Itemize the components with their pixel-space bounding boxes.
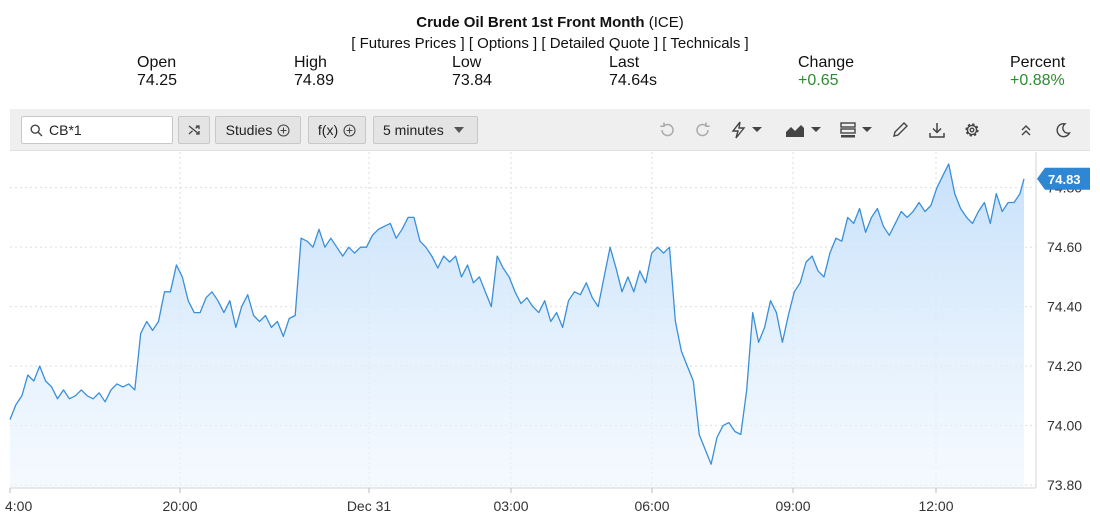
x-tick-label: 20:00 [162,498,197,514]
redo-button[interactable] [692,120,714,140]
area-chart-icon [786,125,821,137]
link-options[interactable]: [ Options ] [468,35,538,52]
stat-value: 74.25 [137,72,178,89]
chevron-down-icon [453,127,464,133]
plus-circle-icon [343,123,356,137]
undo-button[interactable] [656,120,678,140]
interval-select[interactable]: 5 minutes [373,116,478,144]
y-tick-label: 74.60 [1047,239,1082,255]
shuffle-icon [188,125,200,135]
plus-circle-icon [277,123,290,137]
last-price-marker [1037,167,1090,190]
x-tick-label: 03:00 [493,498,528,514]
collapse-icon [1021,125,1031,136]
stat-value: +0.65 [798,72,839,89]
stat-label: Open [137,54,177,71]
x-tick-label: 06:00 [634,498,669,514]
stat-label: Last [609,54,640,71]
chart-canvas[interactable]: 4:00 20:00 Dec 31 03:00 06:00 09:00 12:00 74.8… [0,152,1100,516]
link-technicals[interactable]: [ Technicals ] [662,35,749,52]
stat-label: Low [452,54,482,71]
symbol-input[interactable] [49,120,167,140]
stat-value: 74.64s [609,72,658,89]
function-label: f(x) [317,122,339,138]
link-futures-prices[interactable]: [ Futures Prices ] [351,35,465,52]
stat-value: +0.88% [1010,72,1065,89]
y-tick-label: 74.00 [1047,418,1082,434]
x-tick-label: 09:00 [775,498,810,514]
x-tick-label: 4:00 [5,498,32,514]
stat-value: 74.89 [294,72,335,89]
undo-icon [660,122,674,137]
search-icon [30,124,43,137]
y-tick-label: 73.80 [1047,477,1082,493]
stat-change: Change +0.65 [798,54,854,90]
stat-last: Last 74.64s [609,54,657,90]
last-price-label: 74.83 [1048,172,1081,187]
stat-percent: Percent +0.88% [1010,54,1065,90]
stat-value: 73.84 [452,72,493,89]
function-button[interactable]: f(x) [308,116,366,144]
compare-button[interactable] [178,116,210,144]
instrument-name: Crude Oil Brent 1st Front Month [416,14,645,31]
price-chart[interactable]: 4:00 20:00 Dec 31 03:00 06:00 09:00 12:00 74.8… [0,152,1100,516]
events-button[interactable] [729,120,765,140]
page-title: Crude Oil Brent 1st Front Month (ICE) [0,14,1100,31]
y-tick-label: 74.20 [1047,358,1082,374]
last-price-tag: 74.83 [1037,167,1090,190]
studies-button[interactable]: Studies [215,116,301,144]
settings-button[interactable] [961,120,983,140]
chart-type-button[interactable] [784,120,824,140]
moon-icon [1056,122,1071,138]
flash-icon [731,121,762,139]
price-area [10,163,1024,488]
pencil-icon [893,122,908,137]
interval-label: 5 minutes [383,122,444,138]
stat-low: Low 73.84 [452,54,492,90]
y-tick-label: 74.40 [1047,299,1082,315]
quote-header: Crude Oil Brent 1st Front Month (ICE) [ … [0,0,1100,104]
stat-open: Open 74.25 [137,54,177,90]
gear-icon [965,123,979,137]
download-icon [929,123,945,138]
collapse-button[interactable] [1015,120,1037,140]
theme-button[interactable] [1052,120,1074,140]
link-detailed-quote[interactable]: [ Detailed Quote ] [541,35,659,52]
redo-icon [696,122,710,137]
chart-toolbar: Studies f(x) 5 minutes [10,109,1090,151]
stat-high: High 74.89 [294,54,334,90]
studies-label: Studies [225,122,273,138]
stat-label: High [294,54,327,71]
quote-links: [ Futures Prices ] [ Options ] [ Detaile… [0,35,1100,52]
layout-icon [840,122,872,138]
x-tick-label: 12:00 [918,498,953,514]
x-tick-label: Dec 31 [347,498,392,514]
download-button[interactable] [926,120,948,140]
symbol-search [21,116,173,144]
draw-button[interactable] [889,120,911,140]
stat-label: Percent [1010,54,1066,71]
price-line [9,163,1025,465]
exchange-label: (ICE) [648,14,684,31]
layout-button[interactable] [839,120,875,140]
stat-label: Change [798,54,855,71]
